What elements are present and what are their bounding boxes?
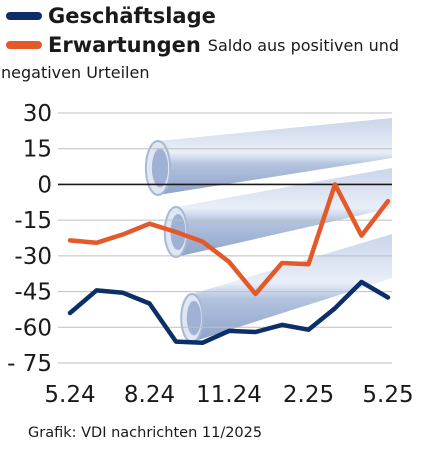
y-tick-label: - 75 — [7, 351, 52, 377]
chart-series — [67, 182, 391, 346]
pipe-top-body — [158, 118, 392, 195]
legend-item-erwartungen: Erwartungen Saldo aus positiven und — [6, 33, 421, 57]
legend-swatch-erwartungen — [6, 41, 42, 49]
y-tick-label: -30 — [14, 244, 52, 270]
pipe-top-inner — [151, 148, 169, 188]
y-tick-label: 15 — [23, 137, 52, 163]
x-tick-label: 2.25 — [283, 382, 334, 408]
pipe-bottom-body — [192, 234, 392, 342]
legend-item-geschaeftslage: Geschäftslage — [6, 4, 421, 28]
x-axis-tick-labels: 5.24 8.24 11.24 2.25 5.25 — [44, 382, 413, 408]
chart-source: Grafik: VDI nachrichten 11/2025 — [28, 425, 263, 441]
y-tick-label: -15 — [14, 208, 52, 234]
legend-label-geschaeftslage: Geschäftslage — [48, 4, 216, 28]
legend-label-erwartungen: Erwartungen — [48, 33, 201, 57]
x-tick-label: 11.24 — [196, 382, 262, 408]
legend-note-line1: Saldo aus positiven und — [207, 35, 400, 55]
x-tick-label: 5.25 — [362, 382, 413, 408]
y-tick-label: 30 — [23, 101, 52, 127]
y-tick-label: -60 — [14, 315, 52, 341]
background-pipes-illustration — [144, 118, 392, 343]
x-tick-label: 8.24 — [124, 382, 175, 408]
y-tick-label: -45 — [14, 280, 52, 306]
series-geschaeftslage — [67, 279, 391, 346]
y-tick-label: 0 — [37, 172, 52, 198]
legend-note-line2: negativen Urteilen — [1, 63, 150, 82]
x-tick-label: 5.24 — [44, 382, 95, 408]
series-erwartungen — [67, 182, 391, 297]
y-axis-tick-labels: 30 15 0 -15 -30 -45 -60 - 75 — [7, 101, 52, 377]
legend: Geschäftslage Erwartungen Saldo aus posi… — [6, 4, 421, 57]
legend-swatch-geschaeftslage — [6, 12, 42, 20]
pipe-bottom-inner — [186, 300, 202, 336]
